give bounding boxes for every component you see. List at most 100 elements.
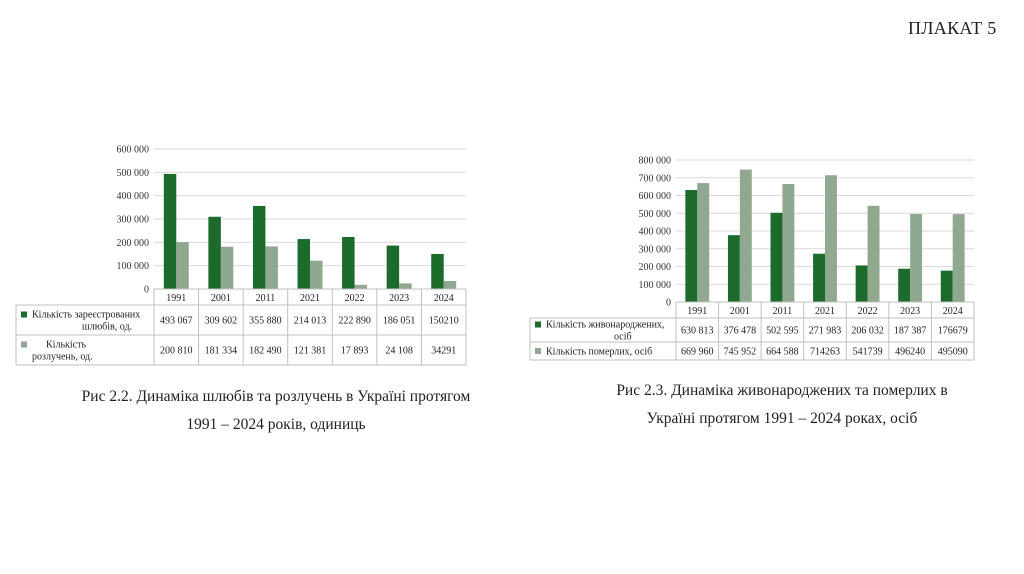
category-label: 1991	[166, 293, 186, 304]
bar-series-1	[342, 236, 355, 289]
category-label: 2023	[389, 293, 409, 304]
legend-key-series-2	[535, 348, 541, 354]
category-label: 2024	[434, 293, 454, 304]
chart-births-deaths: 0 100 000 200 000 300 000 400 000 500 000 600 …	[529, 156, 975, 361]
data-label: 630 813	[681, 326, 714, 337]
category-label: 2021	[300, 293, 320, 304]
bar-series-1	[252, 205, 266, 289]
caption-line: Рис 2.3. Динаміка живонароджених та поме…	[616, 382, 948, 399]
category-label: 2024	[943, 306, 963, 317]
bar-series-2	[354, 284, 368, 289]
bar-series-1	[727, 235, 740, 302]
data-label: 493 067	[160, 316, 193, 327]
data-label: 176679	[938, 326, 968, 337]
bar-series-2	[867, 205, 880, 302]
bar-series-1	[898, 268, 911, 302]
data-label: 214 013	[294, 316, 327, 327]
bar-series-2	[310, 260, 323, 289]
data-label: 17 893	[341, 346, 369, 357]
y-tick-label: 100 000	[117, 261, 150, 272]
bar-series-2	[399, 283, 412, 289]
data-label: 24 108	[385, 346, 413, 357]
data-label: 309 602	[205, 316, 238, 327]
category-label: 2011	[773, 306, 793, 317]
y-tick-label: 200 000	[117, 238, 150, 249]
category-label: 2022	[345, 293, 365, 304]
legend-key-series-2	[21, 341, 27, 348]
bar-series-2	[220, 246, 234, 289]
bar-series-1	[297, 239, 310, 289]
data-label: 502 595	[766, 326, 799, 337]
legend-label: розлучень, од.	[32, 352, 93, 363]
data-label: 200 810	[160, 346, 193, 357]
poster-label: ПЛАКАТ 5	[908, 18, 997, 38]
data-label: 206 032	[851, 326, 884, 337]
legend-label: Кількість живонароджених,	[546, 320, 664, 331]
bar-series-2	[952, 214, 965, 302]
legend-label: осіб	[614, 332, 632, 343]
data-label: 669 960	[681, 347, 714, 358]
caption-figure-2-3: Рис 2.3. Динаміка живонароджених та поме…	[592, 377, 972, 433]
bar-series-2	[910, 213, 923, 302]
bar-series-1	[386, 245, 400, 289]
y-tick-label: 200 000	[639, 262, 672, 273]
bar-series-1	[431, 253, 444, 289]
y-tick-label: 500 000	[639, 209, 672, 220]
y-tick-label: 0	[666, 298, 671, 309]
legend-label: Кількість зареєстрованих	[32, 310, 140, 321]
y-tick-label: 0	[144, 285, 149, 296]
y-tick-label: 400 000	[117, 191, 150, 202]
data-label: 355 880	[249, 316, 282, 327]
category-label: 1991	[687, 306, 707, 317]
data-label: 121 381	[294, 346, 327, 357]
bar-series-2	[265, 246, 278, 289]
y-tick-label: 600 000	[639, 191, 672, 202]
caption-line: 1991 – 2024 років, одиниць	[186, 416, 366, 433]
bar-series-2	[176, 242, 189, 289]
data-label: 182 490	[249, 346, 282, 357]
caption-line: Рис 2.2. Динаміка шлюбів та розлучень в …	[81, 388, 471, 405]
y-tick-label: 700 000	[639, 173, 672, 184]
category-label: 2011	[256, 293, 276, 304]
data-label: 271 983	[809, 326, 842, 337]
bar-series-2	[782, 184, 795, 302]
data-label: 664 588	[766, 347, 799, 358]
caption-figure-2-2: Рис 2.2. Динаміка шлюбів та розлучень в …	[60, 383, 492, 439]
category-label: 2021	[815, 306, 835, 317]
data-label: 222 890	[338, 316, 371, 327]
caption-line: Україні протягом 1991 – 2024 роках, осіб	[646, 410, 918, 427]
data-label: 187 387	[894, 326, 927, 337]
bar-series-2	[443, 280, 457, 289]
legend-key-series-1	[535, 321, 541, 328]
data-label: 495090	[938, 347, 968, 358]
chart-marriages-divorces: 0 100 000 200 000 300 000 400 000 500 000 600 …	[15, 145, 467, 366]
bar-series-1	[208, 216, 221, 289]
bar-series-1	[855, 265, 868, 302]
bar-series-1	[685, 190, 698, 302]
legend-label: Кількість	[46, 340, 86, 351]
y-tick-label: 600 000	[117, 145, 150, 156]
category-label: 2023	[900, 306, 920, 317]
category-label: 2001	[211, 293, 231, 304]
data-label: 745 952	[724, 347, 757, 358]
data-label: 150210	[429, 316, 459, 327]
y-tick-label: 100 000	[639, 280, 672, 291]
bar-series-1	[163, 173, 177, 289]
y-tick-label: 400 000	[639, 227, 672, 238]
y-tick-label: 300 000	[117, 215, 150, 226]
legend-label: Кількість померлих, осіб	[546, 347, 652, 358]
data-label: 496240	[895, 347, 925, 358]
legend-label: шлюбів, од.	[82, 322, 132, 333]
data-label: 376 478	[724, 326, 757, 337]
y-tick-label: 500 000	[117, 168, 150, 179]
category-label: 2022	[858, 306, 878, 317]
category-label: 2001	[730, 306, 750, 317]
bar-series-1	[940, 270, 953, 302]
bar-series-2	[739, 169, 752, 302]
bar-series-2	[825, 175, 837, 302]
bar-series-2	[697, 183, 710, 302]
y-tick-label: 800 000	[639, 156, 672, 167]
data-label: 34291	[431, 346, 456, 357]
data-label: 714263	[810, 347, 840, 358]
y-tick-label: 300 000	[639, 244, 672, 255]
